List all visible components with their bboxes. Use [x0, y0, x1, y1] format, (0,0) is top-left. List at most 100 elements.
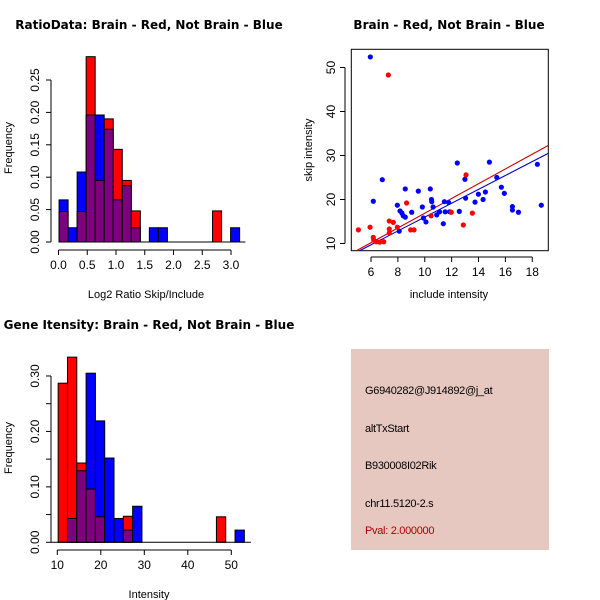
point-brain	[386, 218, 392, 224]
point-not-brain	[423, 219, 429, 225]
x-tick-label: 0.5	[79, 258, 96, 272]
point-not-brain	[419, 204, 425, 210]
point-brain	[390, 219, 396, 225]
y-tick-label: 40	[324, 105, 338, 119]
point-not-brain	[462, 176, 468, 182]
y-tick-label: 0.10	[28, 475, 42, 499]
bar-overlap-1	[66, 517, 78, 543]
point-not-brain	[441, 199, 447, 205]
y-tick-label: 30	[324, 149, 338, 163]
point-not-brain	[370, 198, 376, 204]
x-tick-label: 16	[499, 265, 513, 279]
point-brain	[460, 222, 466, 228]
bar-overlap-4	[94, 516, 106, 543]
y-tick-label: 0.30	[28, 364, 42, 388]
bar-overlap-3	[85, 114, 96, 243]
bar-brain-17	[212, 210, 223, 243]
y-tick-label: 0.25	[28, 68, 42, 92]
y-tick-label: 0.10	[28, 165, 42, 189]
y-tick-label: 20	[324, 193, 338, 207]
point-not-brain	[429, 199, 435, 205]
point-not-brain	[446, 199, 452, 206]
scatter-marks	[355, 54, 549, 252]
bar-not-brain-1	[67, 227, 78, 243]
x-tick-label: 40	[181, 558, 195, 572]
point-not-brain	[494, 174, 500, 181]
bar-overlap-5	[103, 128, 114, 243]
bar-overlap-7	[121, 185, 132, 243]
x-tick-label: 8	[395, 265, 402, 279]
bar-overlap-3	[85, 488, 96, 543]
point-brain	[381, 239, 387, 245]
gene-intensity-histogram-ylabel: Frequency	[3, 422, 15, 474]
gene-intensity-histogram-axes: 10 20 30 40 50 0.00 0.10 0.20 0.30	[28, 364, 251, 572]
x-tick-label: 12	[445, 265, 459, 279]
x-tick-label: 2.5	[194, 258, 211, 272]
x-tick-label: 1.0	[108, 258, 125, 272]
gene-name-text: B930008I02Rik	[365, 460, 437, 472]
probe-id-text: G6940282@J914892@j_at	[365, 385, 493, 397]
point-not-brain	[501, 190, 507, 196]
point-brain	[469, 210, 475, 216]
point-not-brain	[436, 209, 443, 215]
gene-intensity-histogram-bars	[57, 356, 245, 543]
point-brain	[448, 209, 454, 215]
point-not-brain	[440, 221, 446, 227]
point-not-brain	[515, 209, 522, 215]
point-not-brain	[402, 214, 408, 220]
point-brain	[463, 172, 469, 178]
point-not-brain	[509, 207, 515, 213]
x-tick-label: 50	[225, 558, 239, 572]
point-brain	[411, 227, 417, 233]
y-tick-label: 0.00	[28, 230, 42, 254]
event-type-text: altTxStart	[365, 423, 410, 435]
intensity-scatter-ylabel: skip intensity	[303, 118, 315, 181]
point-not-brain	[430, 204, 436, 210]
point-not-brain	[379, 177, 385, 183]
bar-brain-1	[66, 356, 78, 543]
bar-brain-17	[215, 516, 227, 543]
bar-brain-0	[57, 382, 68, 543]
intensity-scatter: Brain - Red, Not Brain - Blue include in…	[303, 18, 549, 301]
bar-overlap-0	[58, 211, 69, 243]
point-brain	[355, 227, 361, 233]
point-not-brain	[402, 186, 408, 192]
y-tick-label: 0.20	[28, 100, 42, 124]
y-tick-label: 0.20	[28, 419, 42, 443]
y-tick-label: 0.00	[28, 530, 42, 554]
point-brain	[428, 213, 434, 219]
bar-not-brain-8	[132, 505, 143, 543]
point-not-brain	[367, 54, 373, 60]
pval-text: Pval: 2.000000	[365, 525, 435, 537]
gene-intensity-histogram: Gene Itensity: Brain - Red, Not Brain - …	[3, 318, 294, 600]
x-tick-label: 10	[418, 265, 432, 279]
x-tick-label: 18	[526, 265, 540, 279]
point-brain	[367, 224, 373, 230]
bar-not-brain-19	[230, 227, 241, 243]
point-not-brain	[480, 196, 486, 203]
scatter-plot-box	[350, 48, 549, 252]
point-not-brain	[454, 160, 460, 166]
ratio-histogram-title: RatioData: Brain - Red, Not Brain - Blue	[15, 18, 282, 32]
intensity-scatter-title: Brain - Red, Not Brain - Blue	[353, 18, 544, 32]
point-not-brain	[442, 209, 448, 215]
regression-line-not-brain	[359, 152, 549, 252]
info-panel: G6940282@J914892@j_at altTxStart B930008…	[351, 349, 549, 550]
bar-not-brain-5	[104, 457, 115, 543]
point-not-brain	[498, 184, 504, 190]
x-tick-label: 10	[51, 558, 65, 572]
point-not-brain	[486, 159, 493, 165]
gene-intensity-histogram-title: Gene Itensity: Brain - Red, Not Brain - …	[4, 318, 295, 332]
y-tick-label: 50	[324, 61, 338, 75]
scatter-axes: 6 8 10 12 14 16 18 10 20 30 40 50	[324, 61, 539, 279]
point-not-brain	[538, 202, 544, 208]
point-brain	[386, 230, 392, 236]
point-not-brain	[482, 189, 488, 195]
point-not-brain	[420, 215, 427, 221]
point-brain	[386, 226, 392, 232]
bar-overlap-4	[94, 179, 105, 243]
ratio-histogram-axes: 0.0 0.5 1.0 1.5 2.0 2.5 3.0 0.00 0.05 0.10 0.15 0.2…	[28, 68, 246, 272]
ratio-histogram-xlabel: Log2 Ratio Skip/Include	[88, 289, 204, 301]
x-tick-label: 1.5	[136, 258, 153, 272]
